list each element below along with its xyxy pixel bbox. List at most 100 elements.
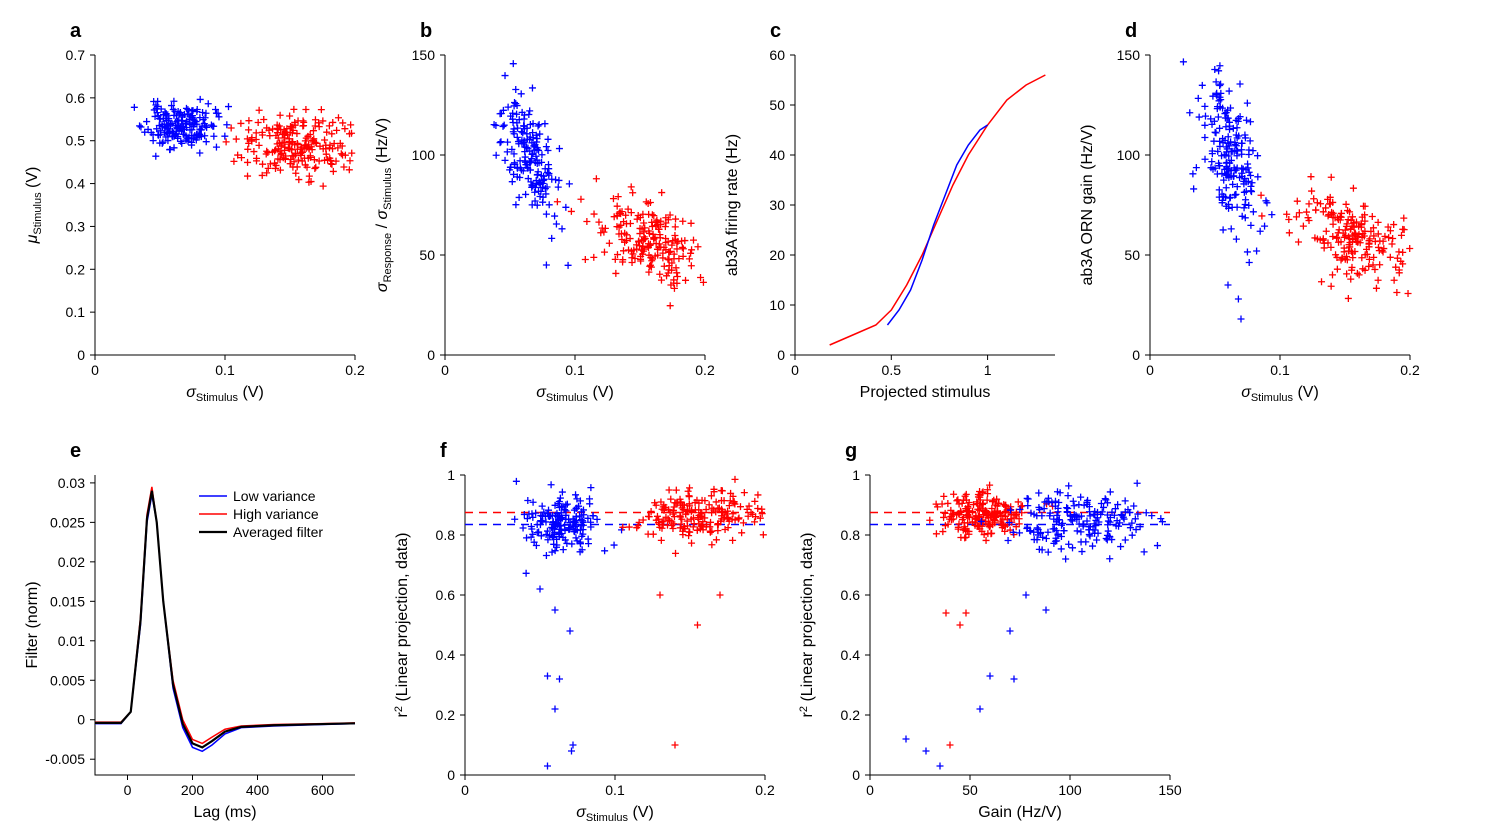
panel-d-label: d: [1125, 20, 1137, 43]
panel-g-svg: 05010015000.20.40.60.81Gain (Hz/V)r2 (Li…: [870, 475, 1170, 775]
svg-text:σStimulus (V): σStimulus (V): [576, 804, 654, 824]
svg-text:Projected stimulus: Projected stimulus: [860, 384, 991, 401]
panel-f: 00.10.200.20.40.60.81σStimulus (V)r2 (Li…: [465, 475, 765, 775]
svg-text:0.2: 0.2: [436, 707, 456, 723]
svg-text:0: 0: [124, 782, 132, 798]
svg-text:0.01: 0.01: [58, 633, 85, 649]
svg-text:0.7: 0.7: [66, 47, 86, 63]
svg-text:ab3A ORN gain (Hz/V): ab3A ORN gain (Hz/V): [1079, 125, 1096, 286]
svg-text:r2 (Linear projection, data): r2 (Linear projection, data): [393, 533, 411, 718]
svg-text:100: 100: [1117, 147, 1141, 163]
svg-text:0.2: 0.2: [841, 707, 861, 723]
svg-text:0.2: 0.2: [66, 261, 86, 277]
svg-text:0.1: 0.1: [605, 782, 625, 798]
svg-text:0: 0: [791, 362, 799, 378]
svg-text:σStimulus (V): σStimulus (V): [536, 384, 614, 404]
svg-text:0.3: 0.3: [66, 218, 86, 234]
panel-b-label: b: [420, 20, 432, 43]
svg-text:0: 0: [447, 767, 455, 783]
svg-text:0: 0: [91, 362, 99, 378]
svg-text:0.6: 0.6: [436, 587, 456, 603]
svg-text:30: 30: [769, 197, 785, 213]
panel-b: 00.10.2050100150σStimulus (V)σResponse /…: [445, 55, 705, 355]
panel-c-svg: 00.510102030405060Projected stimulusab3A…: [795, 55, 1055, 355]
svg-text:0.02: 0.02: [58, 554, 85, 570]
svg-text:ab3A firing rate (Hz): ab3A firing rate (Hz): [724, 134, 741, 276]
svg-text:0.2: 0.2: [1400, 362, 1420, 378]
svg-text:0: 0: [1132, 347, 1140, 363]
panel-d: 00.10.2050100150σStimulus (V)ab3A ORN ga…: [1150, 55, 1410, 355]
svg-text:1: 1: [852, 467, 860, 483]
svg-text:Gain (Hz/V): Gain (Hz/V): [978, 804, 1062, 821]
panel-a-label: a: [70, 20, 81, 43]
svg-text:40: 40: [769, 147, 785, 163]
svg-text:0.5: 0.5: [882, 362, 902, 378]
svg-text:1: 1: [984, 362, 992, 378]
panel-e-svg: 0200400600-0.00500.0050.010.0150.020.025…: [95, 475, 355, 775]
figure-container: 0 0.1 0.2 0 0.1 0.2 0.3 0.4 0.5 0.6 0.7 σStimulus (…: [0, 0, 1500, 833]
svg-text:10: 10: [769, 297, 785, 313]
svg-text:Filter (norm): Filter (norm): [24, 581, 41, 668]
svg-text:0.03: 0.03: [58, 475, 85, 491]
svg-text:50: 50: [962, 782, 978, 798]
svg-text:0: 0: [77, 347, 85, 363]
panel-e: 0200400600-0.00500.0050.010.0150.020.025…: [95, 475, 355, 775]
svg-text:100: 100: [412, 147, 436, 163]
svg-text:150: 150: [1117, 47, 1141, 63]
svg-text:0: 0: [777, 347, 785, 363]
svg-text:0: 0: [441, 362, 449, 378]
svg-text:0.4: 0.4: [66, 176, 86, 192]
svg-text:σStimulus (V): σStimulus (V): [186, 384, 264, 404]
svg-text:0.005: 0.005: [50, 672, 85, 688]
svg-text:0.2: 0.2: [755, 782, 775, 798]
svg-text:Averaged filter: Averaged filter: [233, 524, 323, 540]
svg-text:0.1: 0.1: [565, 362, 585, 378]
svg-text:0: 0: [461, 782, 469, 798]
panel-a-svg: 00.10.200.10.20.30.40.50.60.7σStimulus (…: [95, 55, 355, 355]
svg-text:0.1: 0.1: [215, 362, 235, 378]
svg-text:50: 50: [419, 247, 435, 263]
svg-text:0: 0: [77, 712, 85, 728]
svg-text:0: 0: [1146, 362, 1154, 378]
svg-text:0.1: 0.1: [66, 304, 86, 320]
svg-text:20: 20: [769, 247, 785, 263]
svg-text:σStimulus (V): σStimulus (V): [1241, 384, 1319, 404]
svg-text:High variance: High variance: [233, 506, 319, 522]
svg-text:σResponse / σStimulus (Hz/V): σResponse / σStimulus (Hz/V): [374, 118, 394, 292]
svg-text:200: 200: [181, 782, 205, 798]
svg-text:600: 600: [311, 782, 335, 798]
svg-text:0.4: 0.4: [841, 647, 861, 663]
svg-text:0.6: 0.6: [841, 587, 861, 603]
svg-text:0.025: 0.025: [50, 514, 85, 530]
svg-text:r2 (Linear projection, data): r2 (Linear projection, data): [798, 533, 816, 718]
svg-text:0: 0: [852, 767, 860, 783]
svg-text:400: 400: [246, 782, 270, 798]
svg-text:50: 50: [769, 97, 785, 113]
svg-text:150: 150: [1158, 782, 1182, 798]
svg-text:0.8: 0.8: [436, 527, 456, 543]
panel-d-svg: 00.10.2050100150σStimulus (V)ab3A ORN ga…: [1150, 55, 1410, 355]
svg-text:0.8: 0.8: [841, 527, 861, 543]
svg-text:-0.005: -0.005: [45, 751, 85, 767]
svg-text:0.015: 0.015: [50, 593, 85, 609]
svg-text:0.6: 0.6: [66, 90, 86, 106]
svg-text:0.4: 0.4: [436, 647, 456, 663]
panel-c: 00.510102030405060Projected stimulusab3A…: [795, 55, 1055, 355]
svg-text:1: 1: [447, 467, 455, 483]
svg-text:Low variance: Low variance: [233, 488, 316, 504]
panel-e-label: e: [70, 440, 81, 463]
svg-text:0.2: 0.2: [695, 362, 715, 378]
svg-text:0.1: 0.1: [1270, 362, 1290, 378]
svg-text:0: 0: [866, 782, 874, 798]
panel-c-label: c: [770, 20, 781, 43]
panel-b-svg: 00.10.2050100150σStimulus (V)σResponse /…: [445, 55, 705, 355]
svg-text:μStimulus (V): μStimulus (V): [24, 167, 44, 245]
panel-a: 00.10.200.10.20.30.40.50.60.7σStimulus (…: [95, 55, 355, 355]
svg-text:60: 60: [769, 47, 785, 63]
svg-text:100: 100: [1058, 782, 1082, 798]
svg-text:50: 50: [1124, 247, 1140, 263]
panel-f-svg: 00.10.200.20.40.60.81σStimulus (V)r2 (Li…: [465, 475, 765, 775]
svg-text:0.5: 0.5: [66, 133, 86, 149]
panel-f-label: f: [440, 440, 447, 463]
svg-text:0.2: 0.2: [345, 362, 365, 378]
